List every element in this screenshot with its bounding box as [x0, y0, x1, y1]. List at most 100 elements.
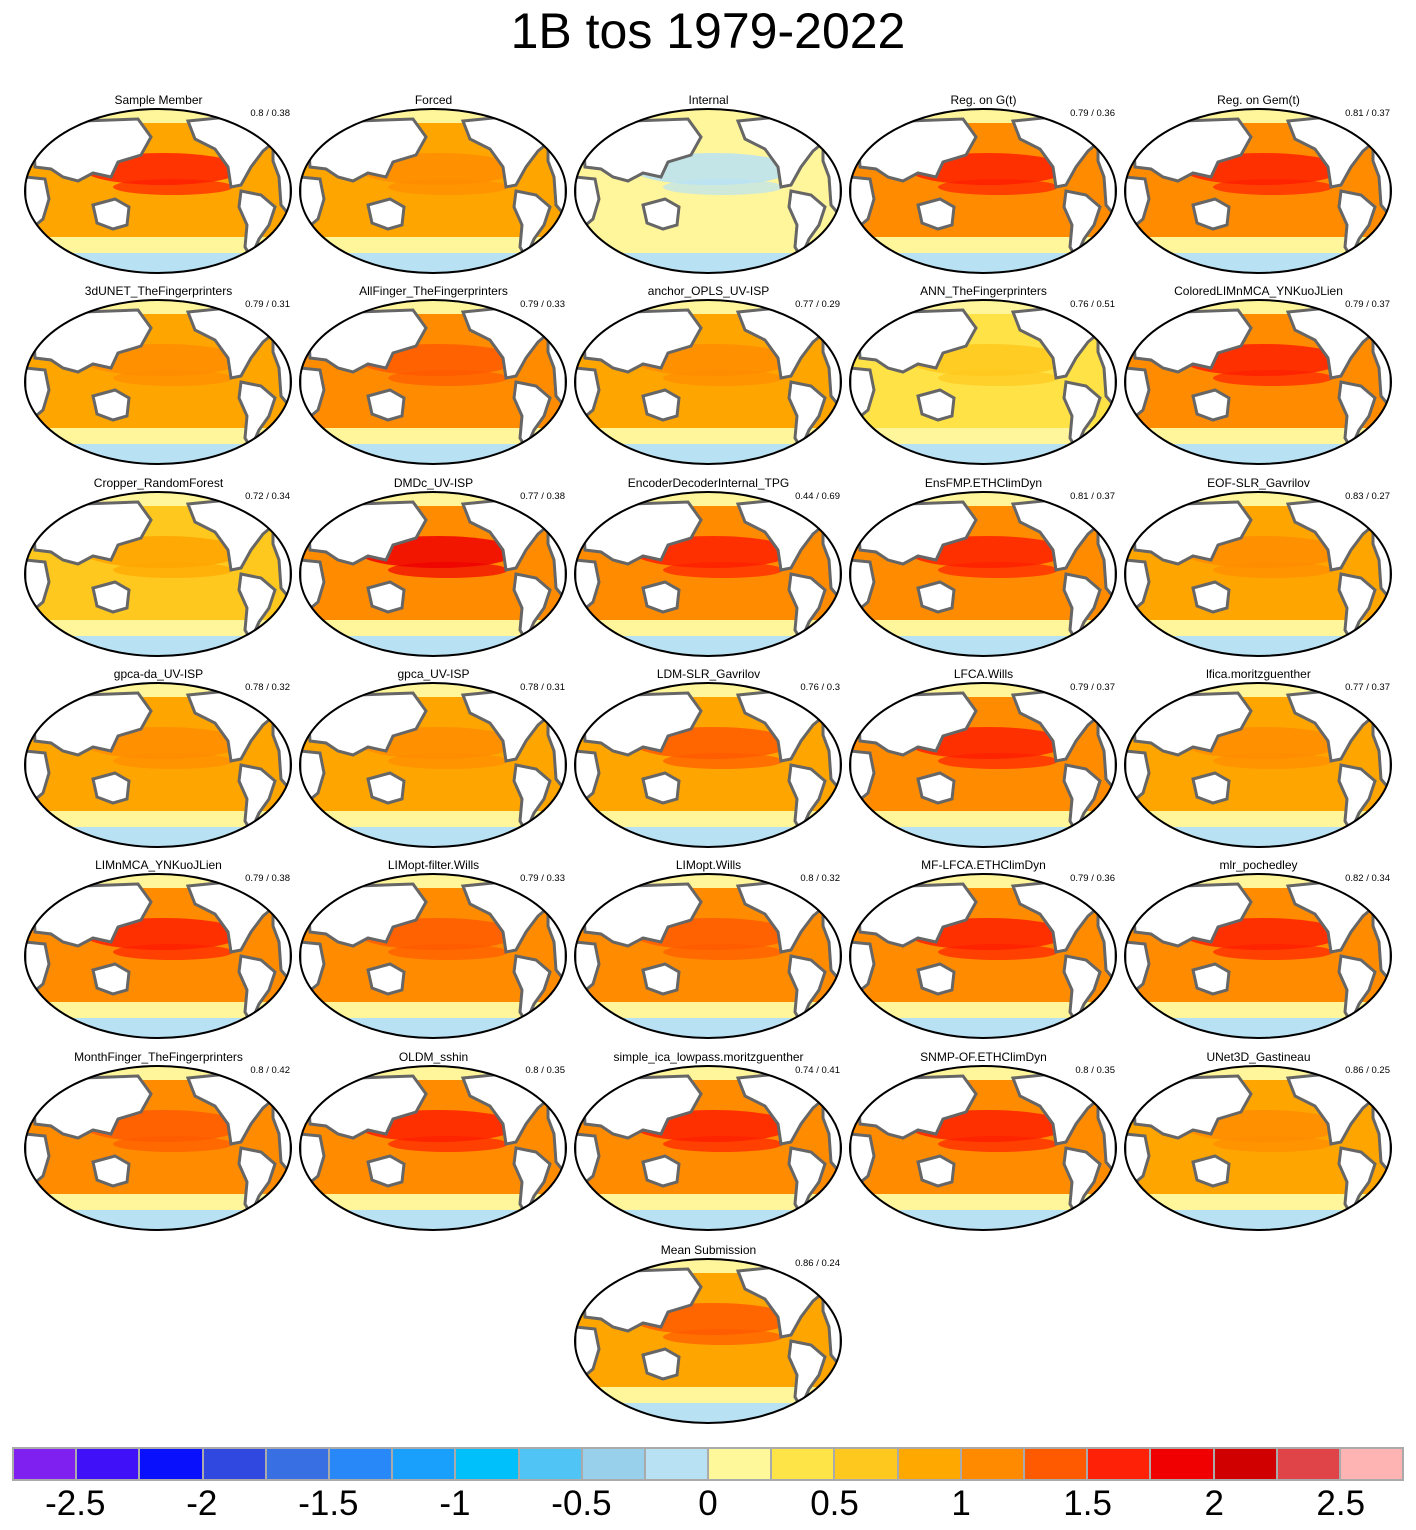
panel-title: lfica.moritzguenther: [1206, 667, 1311, 681]
map-panel: Forced: [296, 93, 571, 278]
antarctic-band: [300, 444, 566, 464]
colorbar-tick-label: -1: [439, 1484, 471, 1523]
world-map: [574, 299, 842, 465]
figure-title: 1B tos 1979-2022: [510, 3, 906, 59]
southern-band: [1125, 1002, 1391, 1018]
panel-score: 0.86 / 0.25: [1345, 1065, 1390, 1076]
map-panel: EOF-SLR_Gavrilov 0.83 / 0.27: [1121, 476, 1396, 661]
map-panel: lfica.moritzguenther 0.77 / 0.37: [1121, 667, 1396, 852]
colorbar-tick-label: 1: [951, 1484, 971, 1523]
world-map: [24, 682, 292, 848]
map-panel: LDM-SLR_Gavrilov 0.76 / 0.3: [571, 667, 846, 852]
panel-score: 0.79 / 0.33: [520, 299, 565, 310]
world-map: [299, 299, 567, 465]
panel-score: 0.79 / 0.33: [520, 873, 565, 884]
equatorial-anomaly: [663, 370, 783, 386]
panel-title: Reg. on Gem(t): [1217, 93, 1300, 107]
southern-band: [850, 1194, 1116, 1210]
southern-band: [300, 428, 566, 444]
map-border: [1124, 1065, 1392, 1231]
colorbar-tick-label: -2.5: [45, 1484, 106, 1523]
panel-title: simple_ica_lowpass.moritzguenther: [613, 1050, 804, 1064]
map-border: [299, 299, 567, 465]
antarctic-band: [25, 253, 291, 273]
world-map: [1124, 873, 1392, 1039]
panel-title: LIMnMCA_YNKuoJLien: [95, 858, 222, 872]
panel-title: OLDM_sshin: [398, 1050, 469, 1064]
antarctic-band: [300, 1210, 566, 1230]
antarctic-band: [575, 636, 841, 656]
antarctic-band: [25, 827, 291, 847]
colorbar: [12, 1447, 1404, 1481]
southern-band: [25, 237, 291, 253]
equatorial-anomaly: [663, 179, 783, 195]
world-map: [1124, 682, 1392, 848]
map-border: [24, 1065, 292, 1231]
southern-band: [850, 811, 1116, 827]
antarctic-band: [850, 444, 1116, 464]
equatorial-anomaly: [663, 753, 783, 769]
map-panel: gpca_UV-ISP 0.78 / 0.31: [296, 667, 571, 852]
panel-title: Reg. on G(t): [950, 93, 1017, 107]
world-map: [574, 873, 842, 1039]
map-panel: LIMopt.Wills 0.8 / 0.32: [571, 858, 846, 1043]
equatorial-anomaly: [663, 1329, 783, 1345]
colorbar-tick-label: 0.5: [810, 1484, 859, 1523]
map-border: [1124, 491, 1392, 657]
antarctic-band: [850, 1018, 1116, 1038]
antarctic-band: [25, 444, 291, 464]
panel-title: mlr_pochedley: [1219, 858, 1298, 872]
southern-band: [850, 428, 1116, 444]
antarctic-band: [1125, 444, 1391, 464]
panel-title: gpca_UV-ISP: [397, 667, 470, 681]
panel-score: 0.86 / 0.24: [795, 1258, 840, 1269]
map-border: [1124, 682, 1392, 848]
world-map: [574, 491, 842, 657]
southern-band: [25, 428, 291, 444]
map-panel: SNMP-OF.ETHClimDyn 0.8 / 0.35: [846, 1050, 1121, 1235]
map-border: [574, 873, 842, 1039]
panel-score: 0.83 / 0.27: [1345, 491, 1390, 502]
equatorial-anomaly: [388, 179, 508, 195]
map-border: [849, 299, 1117, 465]
panel-title: anchor_OPLS_UV-ISP: [647, 284, 770, 298]
colorbar-swatch: [898, 1449, 962, 1479]
map-panel: EnsFMP.ETHClimDyn 0.81 / 0.37: [846, 476, 1121, 661]
map-panel: Reg. on G(t) 0.79 / 0.36: [846, 93, 1121, 278]
panel-score: 0.44 / 0.69: [795, 491, 840, 502]
panel-score: 0.8 / 0.35: [525, 1065, 565, 1076]
equatorial-anomaly: [113, 562, 233, 578]
antarctic-band: [25, 636, 291, 656]
map-border: [574, 1065, 842, 1231]
panel-title: AllFinger_TheFingerprinters: [359, 284, 508, 298]
equatorial-anomaly: [388, 370, 508, 386]
panel-title: Forced: [414, 93, 453, 107]
colorbar-tick-label: 2: [1204, 1484, 1224, 1523]
panel-title: EnsFMP.ETHClimDyn: [924, 476, 1043, 490]
southern-band: [1125, 811, 1391, 827]
colorbar-tick-label: -0.5: [551, 1484, 612, 1523]
panel-title: Internal: [688, 93, 729, 107]
world-map: [24, 1065, 292, 1231]
colorbar-swatch: [582, 1449, 646, 1479]
map-panel: Cropper_RandomForest 0.72 / 0.34: [21, 476, 296, 661]
southern-band: [25, 620, 291, 636]
map-border: [849, 108, 1117, 274]
world-map: [24, 299, 292, 465]
colorbar-swatch: [329, 1449, 394, 1479]
world-map: [849, 491, 1117, 657]
colorbar-tick-label: -1.5: [298, 1484, 359, 1523]
world-map: [24, 491, 292, 657]
equatorial-anomaly: [1213, 562, 1333, 578]
world-map: [849, 1065, 1117, 1231]
map-border: [574, 1258, 842, 1424]
map-panel: Reg. on Gem(t) 0.81 / 0.37: [1121, 93, 1396, 278]
world-map: [849, 682, 1117, 848]
antarctic-band: [25, 1018, 291, 1038]
world-map: [299, 1065, 567, 1231]
southern-band: [1125, 237, 1391, 253]
southern-band: [850, 1002, 1116, 1018]
panel-score: 0.77 / 0.38: [520, 491, 565, 502]
antarctic-band: [300, 253, 566, 273]
